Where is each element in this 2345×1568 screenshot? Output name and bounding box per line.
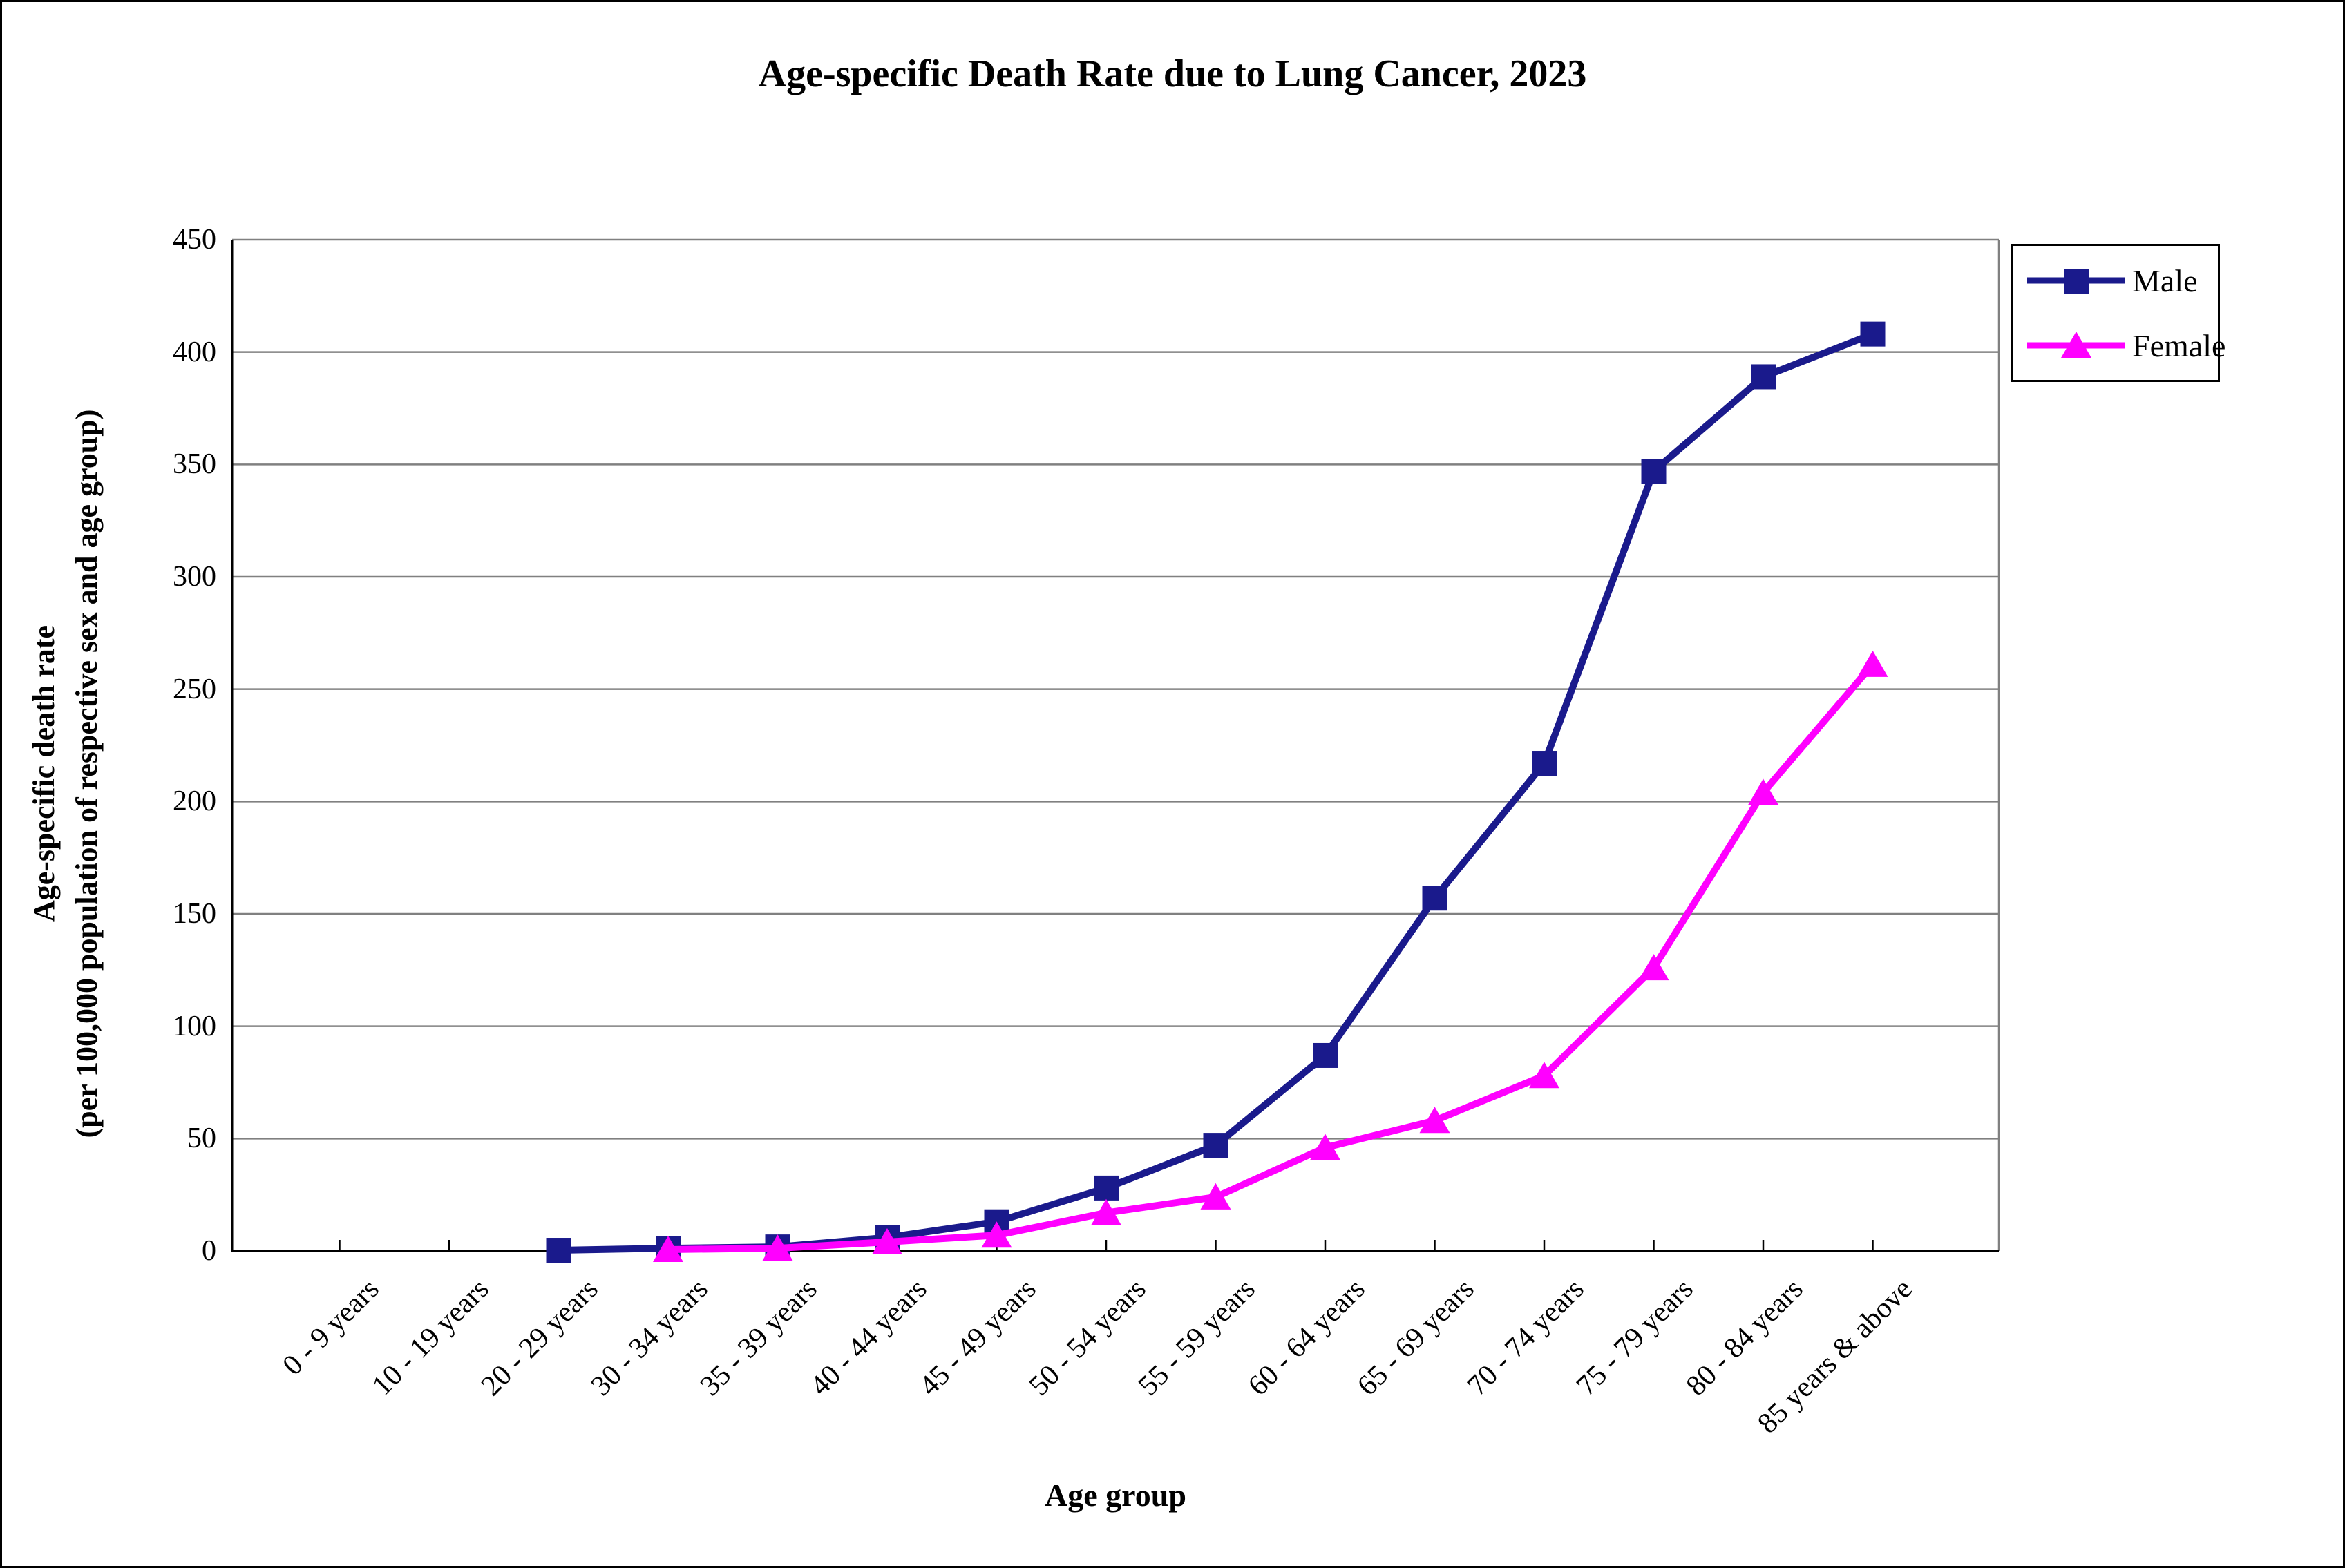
y-tick-label: 0 [202,1235,216,1267]
male-marker [1860,321,1886,347]
y-tick-label: 300 [173,561,216,593]
male-marker [1313,1042,1338,1068]
male-legend-marker [2064,269,2089,294]
male-line-swatch [2027,269,2125,294]
y-tick-label: 350 [173,448,216,481]
y-tick-label: 200 [173,785,216,818]
y-tick-label: 250 [173,673,216,705]
male-marker [1094,1175,1119,1201]
legend-item-male: Male [2024,250,2218,311]
legend-label-female: Female [2132,327,2226,363]
y-tick-label: 100 [173,1010,216,1042]
legend-label-male: Male [2132,262,2198,298]
male-marker [546,1238,571,1263]
female-line-swatch [2027,332,2125,358]
male-series-line [558,330,1874,1254]
female-marker [762,1234,793,1261]
female-marker [1638,954,1669,981]
female-marker [1310,1134,1340,1160]
male-marker [1422,886,1447,911]
chart-title: Age-specific Death Rate due to Lung Canc… [758,52,1587,95]
female-legend-marker [2061,332,2091,358]
y-tick-label: 150 [173,898,216,930]
male-marker [1751,364,1776,390]
female-marker [1748,778,1778,805]
female-marker [1091,1198,1121,1225]
female-marker [1857,650,1888,677]
y-tick-label: 450 [173,224,216,256]
male-marker [1203,1133,1228,1158]
female-marker [1200,1183,1231,1210]
male-marker [1532,751,1557,776]
legend: Male Female [2011,244,2225,382]
x-axis-title: Age group [1045,1478,1186,1513]
female-marker [981,1221,1012,1248]
female-marker [653,1236,683,1263]
female-marker [872,1227,902,1254]
female-marker [1529,1062,1559,1089]
female-series-line [667,662,1876,1254]
y-tick-label: 400 [173,336,216,368]
y-tick-label: 50 [187,1122,216,1155]
legend-item-female: Female [2024,315,2225,376]
female-marker [1419,1107,1450,1134]
male-marker [1641,459,1667,484]
